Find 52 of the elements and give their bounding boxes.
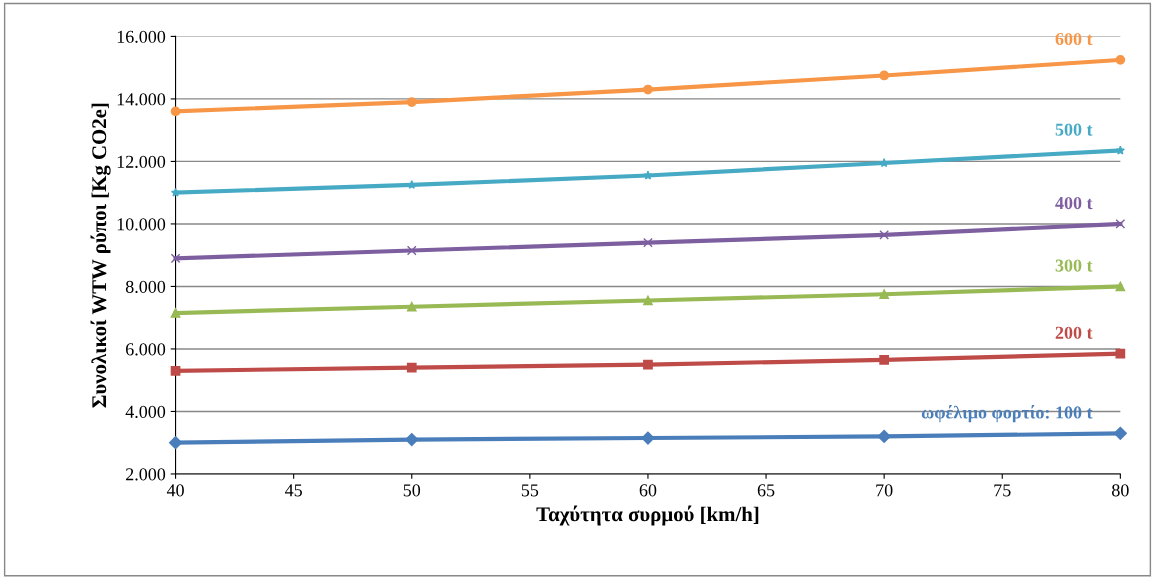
point	[406, 97, 417, 107]
point	[1115, 54, 1126, 65]
y-tick-label: 16.000	[117, 30, 166, 43]
point	[879, 289, 890, 300]
series-label: 600 t	[1055, 32, 1093, 46]
series-label: 300 t	[1055, 259, 1093, 272]
point	[1115, 281, 1126, 292]
point	[877, 429, 891, 444]
point	[406, 301, 417, 312]
y-tick-label: 12.000	[117, 155, 166, 168]
x-tick-label: 70	[876, 484, 893, 497]
y-tick-label: 10.000	[117, 218, 166, 231]
x-tick-label: 60	[639, 484, 657, 497]
point	[643, 359, 653, 370]
x-tick-label: 80	[1112, 484, 1129, 497]
point	[406, 362, 417, 373]
y-tick-label: 14.000	[117, 93, 166, 106]
point	[1113, 426, 1127, 440]
x-tick-label: 55	[521, 484, 539, 497]
point	[170, 365, 181, 376]
series-label: 200 t	[1055, 326, 1093, 339]
point	[643, 84, 653, 95]
point	[170, 253, 181, 264]
point	[1115, 145, 1126, 155]
y-tick-label: 2.000	[126, 468, 166, 481]
point	[406, 245, 417, 256]
series-label: 500 t	[1055, 123, 1093, 136]
series-label: 400 t	[1055, 196, 1093, 210]
y-tick-label: 8.000	[125, 280, 166, 293]
y-tick-label: 6.000	[125, 343, 166, 356]
point	[170, 106, 181, 117]
y-tick-label: 4.000	[125, 405, 166, 418]
point	[405, 432, 419, 447]
x-tick-label: 65	[757, 484, 775, 497]
point	[643, 237, 653, 248]
x-axis-title: Ταχύτητα συρμού [km/h]	[536, 505, 759, 526]
x-tick-label: 40	[166, 484, 184, 497]
point	[879, 355, 890, 365]
point	[879, 230, 890, 240]
point	[1115, 348, 1126, 359]
point	[1115, 219, 1126, 229]
point	[641, 431, 655, 445]
point	[170, 187, 181, 197]
point	[879, 158, 889, 168]
point	[879, 70, 890, 81]
x-tick-label: 50	[403, 484, 421, 497]
x-tick-label: 45	[284, 484, 302, 497]
x-tick-label: 75	[994, 484, 1011, 497]
point	[168, 436, 183, 450]
point	[643, 295, 653, 306]
y-axis-title: Συνολικοί WTW ρύποι [Kg CO2e]	[90, 103, 111, 408]
point	[170, 308, 181, 318]
